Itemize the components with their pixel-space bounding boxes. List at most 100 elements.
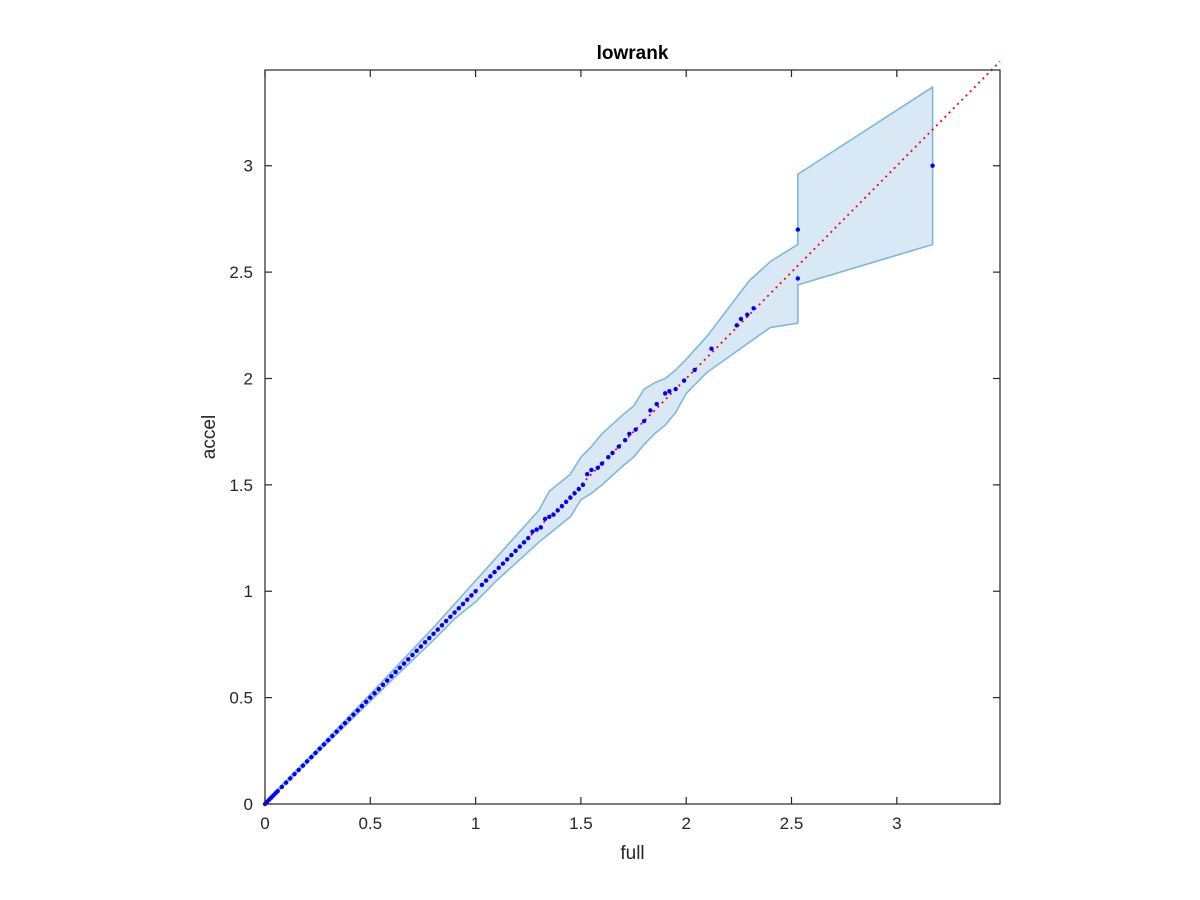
data-point <box>427 635 432 641</box>
data-point <box>473 589 478 594</box>
y-tick-label: 2.5 <box>229 263 253 282</box>
data-point <box>363 699 369 705</box>
y-axis-label: accel <box>199 415 220 459</box>
data-point <box>330 733 335 739</box>
data-point <box>279 784 285 790</box>
data-point <box>673 386 678 392</box>
x-tick-label: 2 <box>681 814 690 833</box>
data-point <box>692 367 697 373</box>
data-point <box>439 623 445 628</box>
x-axis-label: full <box>620 843 644 864</box>
data-point <box>654 401 659 407</box>
data-point <box>568 495 573 500</box>
data-point <box>641 418 647 424</box>
data-point <box>667 389 672 394</box>
data-point <box>435 627 440 632</box>
data-point <box>496 565 501 571</box>
data-point <box>745 312 750 317</box>
data-point <box>681 378 687 383</box>
data-point <box>448 614 453 619</box>
data-point <box>384 678 390 683</box>
data-point <box>410 652 415 658</box>
data-point <box>622 437 628 443</box>
data-point <box>275 789 280 794</box>
data-point <box>513 548 518 554</box>
data-point <box>325 737 331 743</box>
data-point <box>483 578 489 583</box>
data-point <box>300 763 306 768</box>
data-point <box>606 455 611 460</box>
data-point <box>422 640 428 645</box>
data-point <box>347 716 352 722</box>
data-point <box>559 503 565 509</box>
x-tick-label: 2.5 <box>780 814 804 833</box>
data-point <box>288 776 293 781</box>
data-point <box>443 618 449 624</box>
data-point <box>296 767 301 773</box>
data-point <box>709 346 714 351</box>
y-tick-label: 1.5 <box>229 476 253 495</box>
data-point <box>406 657 411 662</box>
data-point <box>751 306 756 311</box>
data-point <box>309 754 314 760</box>
data-point <box>355 708 360 713</box>
data-point <box>313 750 318 756</box>
x-tick-label: 1 <box>471 814 480 833</box>
data-point <box>662 391 668 396</box>
data-point <box>304 759 310 764</box>
data-point <box>414 648 419 654</box>
data-point <box>342 720 348 726</box>
data-point <box>368 695 373 700</box>
data-point <box>321 742 327 747</box>
data-point <box>738 316 744 322</box>
data-point <box>633 427 638 432</box>
data-point <box>393 669 398 675</box>
data-point <box>551 512 556 517</box>
data-point <box>460 601 466 607</box>
data-point <box>542 516 548 522</box>
data-point <box>589 467 594 473</box>
data-point <box>585 472 590 477</box>
data-point <box>338 725 344 730</box>
axes-box <box>264 69 1001 805</box>
data-point <box>599 461 605 466</box>
data-point <box>504 557 510 562</box>
data-point <box>469 593 474 598</box>
data-point <box>627 431 632 437</box>
data-point <box>292 772 297 777</box>
data-point <box>334 729 339 734</box>
confidence-band <box>264 86 934 805</box>
x-tick-label: 0.5 <box>358 814 382 833</box>
x-tick-label: 0 <box>260 814 269 833</box>
data-point <box>492 569 497 575</box>
data-point <box>648 408 653 413</box>
data-point <box>547 514 552 519</box>
data-point <box>572 491 577 496</box>
data-point <box>283 780 289 785</box>
y-tick-label: 0.5 <box>229 689 253 708</box>
data-point <box>616 444 622 449</box>
data-point <box>563 499 569 505</box>
y-tick-label: 2 <box>244 369 253 388</box>
data-point <box>418 644 424 649</box>
data-point <box>534 527 539 532</box>
data-point <box>595 465 600 471</box>
data-point <box>401 661 407 666</box>
data-point <box>389 674 394 679</box>
y-tick-label: 3 <box>244 157 253 176</box>
data-point <box>538 525 544 530</box>
data-point <box>359 703 365 709</box>
data-point <box>397 665 402 671</box>
data-point <box>351 712 356 717</box>
data-point <box>526 535 531 541</box>
data-point <box>930 163 935 168</box>
data-point <box>517 544 523 549</box>
data-point <box>479 582 485 588</box>
data-point <box>580 482 586 488</box>
data-point <box>555 508 560 513</box>
data-point <box>488 574 493 579</box>
data-point <box>610 450 615 456</box>
data-point <box>576 486 581 492</box>
